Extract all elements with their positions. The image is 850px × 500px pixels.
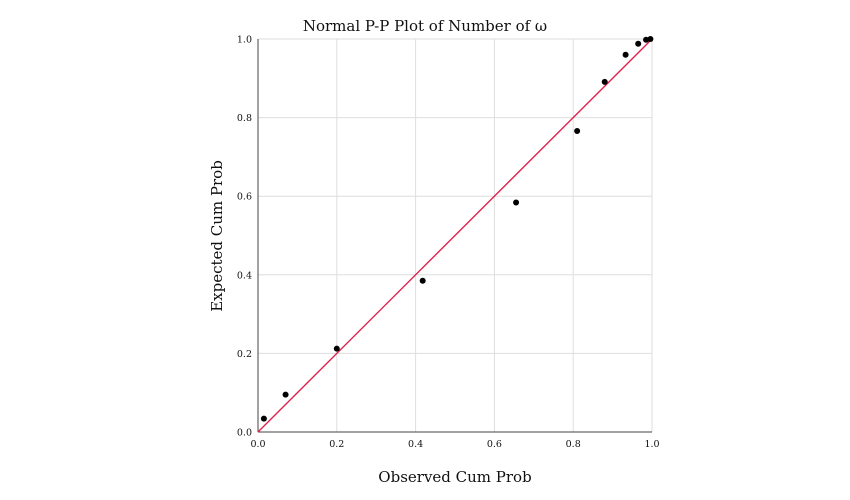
data-point: [333, 345, 340, 352]
x-tick-label: 0.8: [566, 439, 581, 450]
reference-line-layer: [257, 38, 653, 433]
y-axis-label: Expected Cum Prob: [208, 160, 226, 312]
x-tick-label: 0.4: [408, 439, 423, 450]
data-point: [419, 277, 426, 284]
x-tick-label: 0.0: [250, 439, 265, 450]
data-point: [622, 51, 629, 58]
data-point: [260, 415, 267, 422]
x-tick-label: 1.0: [644, 439, 659, 450]
x-tick-label: 0.6: [487, 439, 502, 450]
y-tick-label: 0.8: [237, 113, 252, 124]
data-point: [635, 40, 642, 47]
tick-labels: 0.0 0.2 0.4 0.6 0.8 1.0 0.0 0.2 0.4 0.6 0.8 1.0: [237, 35, 660, 451]
y-tick-label: 0.4: [237, 270, 252, 281]
data-point: [647, 36, 654, 42]
data-point: [601, 78, 608, 85]
reference-line: [257, 38, 653, 433]
data-points: [260, 36, 654, 422]
data-point: [574, 127, 581, 134]
y-tick-label: 0.0: [237, 428, 252, 439]
y-tick-label: 0.6: [237, 192, 252, 203]
data-point: [513, 199, 520, 206]
grid-lines: [258, 38, 653, 432]
axes: [257, 39, 652, 433]
chart-title: Normal P-P Plot of Number of ω: [303, 17, 547, 35]
x-tick-label: 0.2: [329, 439, 344, 450]
data-point: [282, 391, 289, 398]
y-tick-label: 1.0: [237, 35, 252, 46]
y-tick-label: 0.2: [237, 349, 252, 360]
x-axis-label: Observed Cum Prob: [378, 468, 531, 486]
